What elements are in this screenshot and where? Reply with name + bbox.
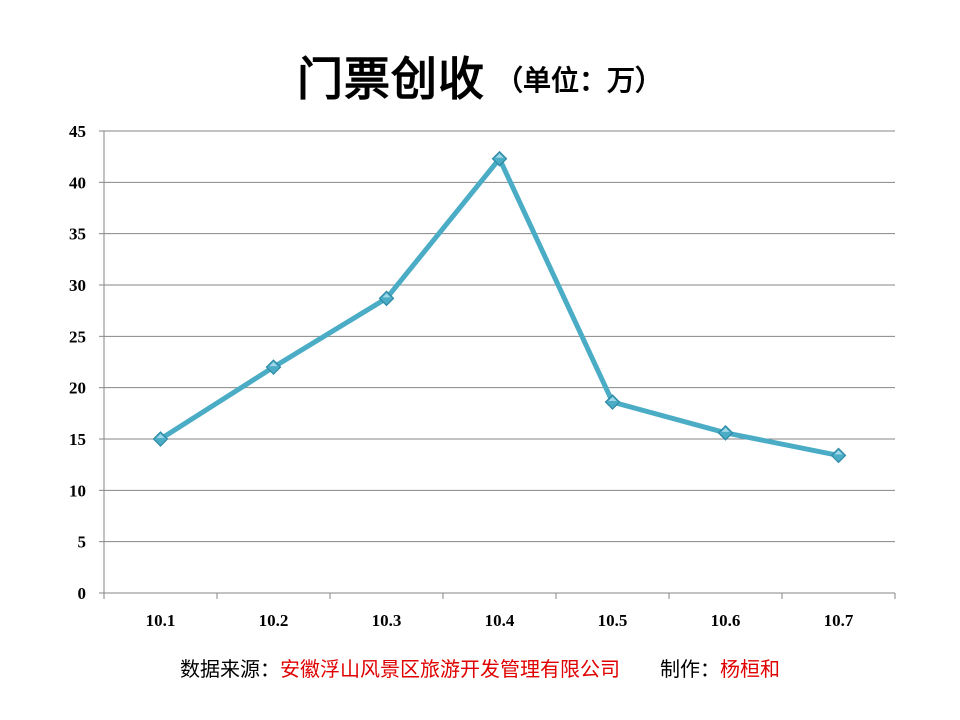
- x-tick-label: 10.5: [598, 611, 628, 630]
- marker-highlight: [721, 427, 730, 432]
- y-axis-ticks: 0 5 10 15 20 25 30 35 40 45: [69, 122, 86, 603]
- data-point-marker: [265, 359, 282, 375]
- x-tick-label: 10.3: [372, 611, 402, 630]
- footer: 数据来源： 安徽浮山风景区旅游开发管理有限公司 制作： 杨桓和: [0, 652, 960, 682]
- chart-title-unit: （单位：万）: [494, 64, 663, 97]
- source-value: 安徽浮山风景区旅游开发管理有限公司: [280, 656, 620, 681]
- axes: [99, 130, 896, 599]
- marker-highlight: [495, 153, 504, 158]
- x-axis-ticks: 10.1 10.2 10.3 10.4 10.5 10.6 10.7: [146, 611, 854, 630]
- marker-highlight: [608, 397, 617, 402]
- x-tick-label: 10.7: [824, 611, 854, 630]
- data-point-marker: [830, 447, 847, 464]
- y-tick-label: 30: [69, 276, 86, 295]
- series-layer: [152, 150, 847, 464]
- y-tick-label: 20: [69, 379, 86, 398]
- data-point-marker: [491, 150, 508, 167]
- data-point-marker: [717, 424, 734, 441]
- y-tick-label: 10: [69, 481, 86, 500]
- marker-highlight: [382, 293, 391, 298]
- data-point-marker: [604, 394, 621, 410]
- data-point-marker: [152, 431, 169, 447]
- data-point-marker: [378, 290, 395, 307]
- y-tick-label: 15: [69, 430, 86, 449]
- chart-title: 门票创收 （单位：万）: [0, 40, 960, 112]
- y-tick-label: 0: [78, 584, 87, 603]
- x-tick-label: 10.4: [485, 611, 515, 630]
- source-label: 数据来源：: [180, 656, 280, 681]
- chart-title-main: 门票创收: [296, 52, 485, 106]
- x-tick-label: 10.2: [259, 611, 289, 630]
- maker-value: 杨桓和: [720, 656, 780, 681]
- x-tick-label: 10.1: [146, 611, 176, 630]
- series-line: [158, 156, 841, 458]
- marker-highlight: [156, 434, 165, 438]
- y-tick-label: 25: [69, 327, 86, 346]
- y-tick-label: 40: [69, 173, 86, 192]
- y-tick-label: 5: [78, 533, 87, 552]
- marker-highlight: [269, 362, 278, 367]
- gridlines: [104, 130, 895, 543]
- maker-label: 制作：: [660, 656, 720, 681]
- marker-highlight: [834, 450, 843, 455]
- x-tick-label: 10.6: [711, 611, 741, 630]
- y-tick-label: 45: [69, 122, 86, 141]
- y-tick-label: 35: [69, 225, 86, 244]
